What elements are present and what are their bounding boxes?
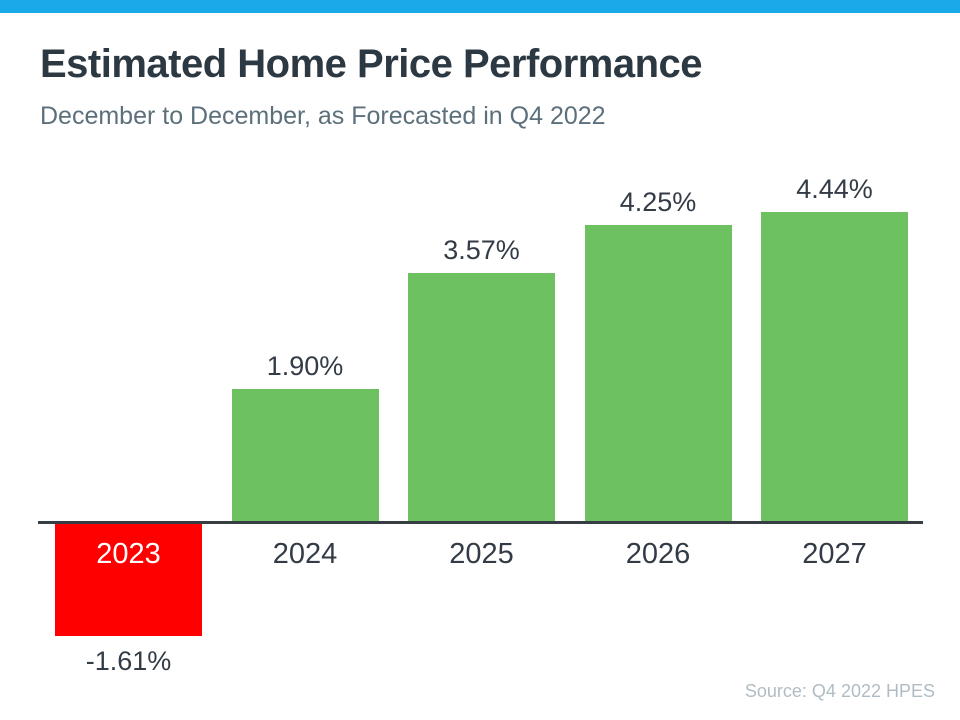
value-label-2027: 4.44% xyxy=(796,174,873,204)
year-label-2024: 2024 xyxy=(272,538,338,570)
value-label-2023: -1.61% xyxy=(85,646,172,676)
bar-2026 xyxy=(584,225,732,521)
chart-subtitle: December to December, as Forecasted in Q… xyxy=(40,102,606,130)
bar-2024 xyxy=(231,389,379,521)
year-label-2026: 2026 xyxy=(625,538,691,570)
bar-2027 xyxy=(761,212,908,521)
value-label-2024: 1.90% xyxy=(266,351,344,381)
x-axis-line xyxy=(38,521,923,524)
bar-2023 xyxy=(55,524,202,636)
year-label-2025: 2025 xyxy=(449,538,514,570)
top-accent-bar xyxy=(0,0,960,13)
value-label-2025: 3.57% xyxy=(443,235,520,265)
value-label-2026: 4.25% xyxy=(619,187,697,217)
bar-2025 xyxy=(408,273,555,521)
year-label-2023: 2023 xyxy=(96,538,161,570)
source-note: Source: Q4 2022 HPES xyxy=(744,681,935,701)
chart-title: Estimated Home Price Performance xyxy=(40,42,703,86)
year-label-2027: 2027 xyxy=(802,538,867,570)
